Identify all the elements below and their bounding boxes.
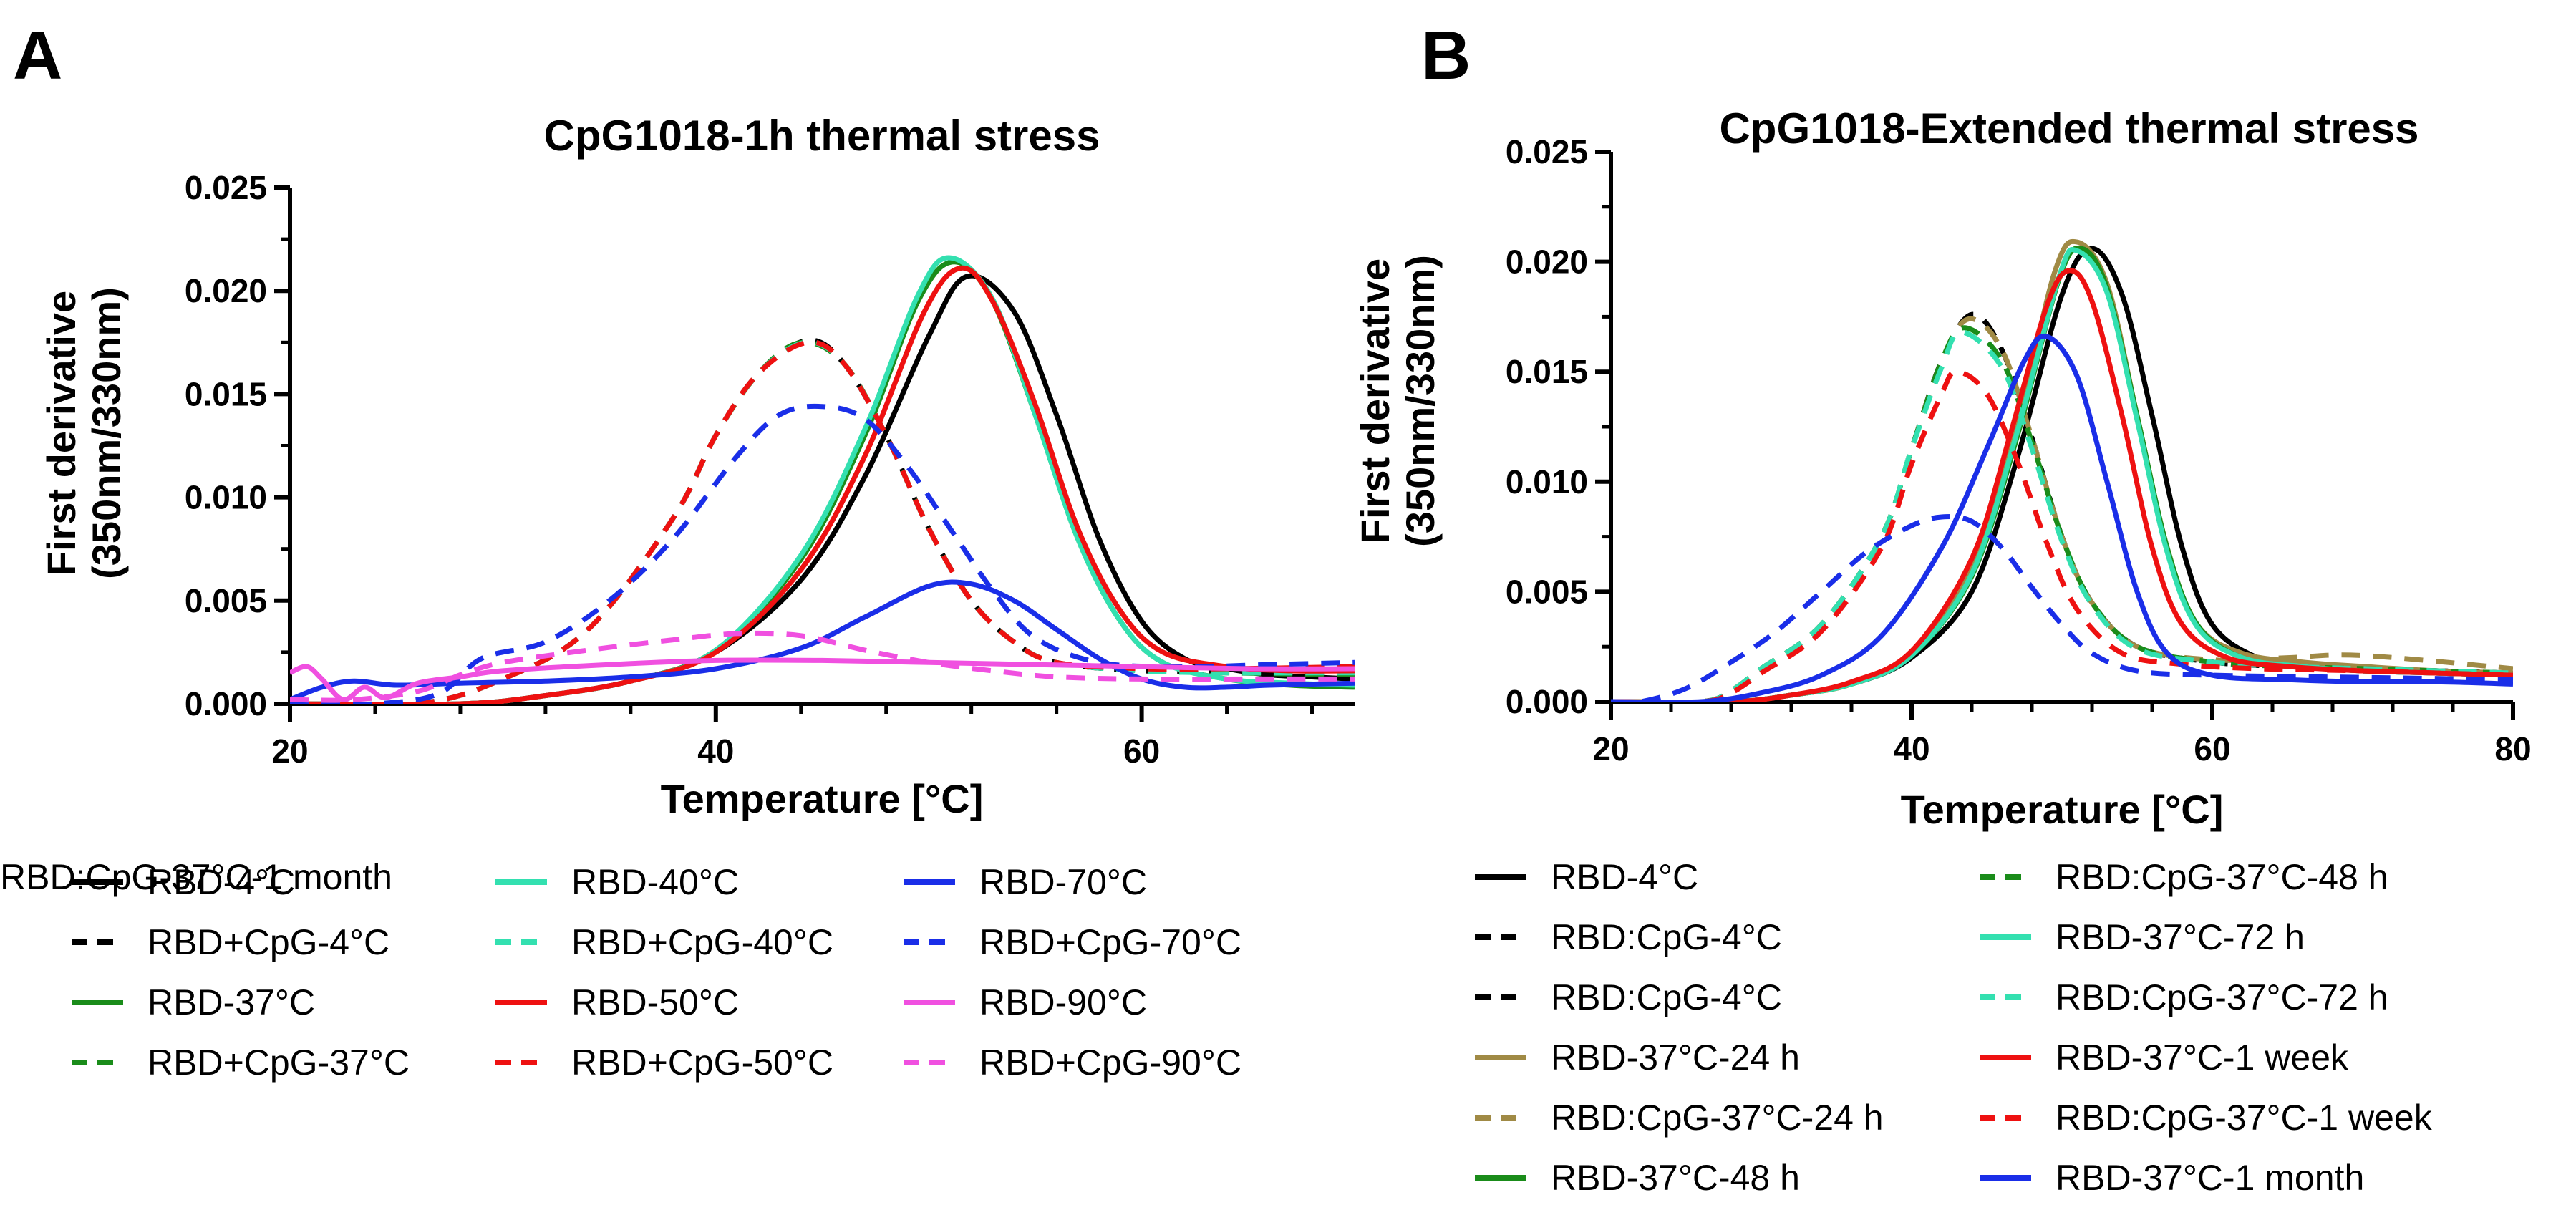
legend-label: RBD+CpG-70°C <box>979 922 1241 962</box>
chart-a-ticks: 0.000 0.005 0.010 0.015 0.020 0.025 20 40 60 <box>185 169 1355 770</box>
series-line-1-7 <box>1611 247 2513 702</box>
series-line-1-9 <box>1611 268 2513 702</box>
chart-b-ylabel-line2: (350nm/330nm) <box>1398 255 1443 547</box>
legend-label: RBD-37°C-72 h <box>2056 917 2305 957</box>
legend-label: RBD:CpG-37°C-1 week <box>2056 1098 2433 1138</box>
series-line-0-6 <box>290 265 1355 704</box>
legend-label: RBD-4°C <box>147 862 295 902</box>
legend-label: RBD+CpG-40°C <box>571 922 833 962</box>
y-tick-label: 0.020 <box>185 272 267 309</box>
legend-label: RBD-37°C-1 week <box>2056 1037 2349 1078</box>
series-line-1-1 <box>1611 311 2513 702</box>
chart-a-ylabel-line2: (350nm/330nm) <box>84 287 129 579</box>
legend-label: RBD:CpG-37°C-48 h <box>2056 857 2388 897</box>
series-line-1-8 <box>1611 329 2513 702</box>
legend-label: RBD+CpG-90°C <box>979 1042 1241 1083</box>
legend-label: RBD-90°C <box>979 982 1147 1022</box>
series-line-0-11 <box>290 630 1355 703</box>
chart-a-title: CpG1018-1h thermal stress <box>543 112 1100 160</box>
chart-b-ylabel-line1: First derivative <box>1352 258 1398 543</box>
x-tick-label: 20 <box>271 732 308 770</box>
y-tick-label: 0.015 <box>185 375 267 412</box>
x-tick-label: 40 <box>1893 730 1929 768</box>
chart-b: CpG1018-Extended thermal stress First de… <box>0 105 2532 1198</box>
legend-label: RBD:CpG-37°C-24 h <box>1551 1098 1884 1138</box>
y-tick-label: 0.005 <box>185 582 267 619</box>
legend-label: RBD-37°C-1 month <box>2056 1158 2364 1198</box>
chart-b-series <box>1611 238 2513 702</box>
series-line-1-2 <box>1611 311 2513 702</box>
series-line-1-4 <box>1611 316 2513 702</box>
legend-label: RBD-4°C <box>1551 857 1698 897</box>
legend-label: RBD+CpG-50°C <box>571 1042 833 1083</box>
series-line-0-10 <box>290 657 1355 702</box>
legend-label: RBD-37°C <box>147 982 315 1022</box>
series-line-0-9 <box>290 403 1355 704</box>
legend-label: RBD-40°C <box>571 862 739 902</box>
panel-letter-b: B <box>1421 17 1471 94</box>
y-tick-label: 0.015 <box>1506 353 1588 390</box>
legend-label: RBD+CpG-4°C <box>147 922 389 962</box>
chart-a-xlabel: Temperature [°C] <box>661 776 984 821</box>
series-line-1-3 <box>1611 238 2513 702</box>
series-line-1-12 <box>1611 513 2513 702</box>
y-tick-label: 0.010 <box>1506 463 1588 500</box>
series-line-1-11 <box>1611 333 2513 702</box>
x-tick-label: 40 <box>697 732 734 770</box>
panel-letter-a: A <box>13 17 62 94</box>
legend-label: RBD-37°C-24 h <box>1551 1037 1800 1078</box>
x-tick-label: 20 <box>1592 730 1629 768</box>
series-line-1-10 <box>1611 369 2513 702</box>
series-line-1-5 <box>1611 246 2513 702</box>
y-tick-label: 0.025 <box>185 169 267 206</box>
chart-b-xlabel: Temperature [°C] <box>1901 787 2224 832</box>
legend-label: RBD:CpG-37°C-1 month <box>0 857 392 897</box>
y-tick-label: 0.005 <box>1506 573 1588 610</box>
chart-a: CpG1018-1h thermal stress First derivati… <box>39 112 1355 1083</box>
legend-label: RBD:CpG-4°C <box>1551 977 1782 1017</box>
y-tick-label: 0.010 <box>185 479 267 516</box>
chart-b-ticks: 0.000 0.005 0.010 0.015 0.020 0.025 20 40 60 80 <box>1506 133 2532 768</box>
series-line-0-8 <box>290 579 1355 702</box>
x-tick-label: 60 <box>2194 730 2230 768</box>
y-tick-label: 0.000 <box>1506 683 1588 720</box>
y-tick-label: 0.020 <box>1506 243 1588 281</box>
chart-a-series <box>290 255 1355 704</box>
series-line-1-0 <box>1611 246 2513 702</box>
y-tick-label: 0.000 <box>185 685 267 722</box>
chart-a-ylabel-line1: First derivative <box>39 291 84 576</box>
x-tick-label: 60 <box>1123 732 1160 770</box>
chart-b-legend: RBD-4°C RBD:CpG-4°C RBD:CpG-4°C RBD-37°C-24… <box>0 857 2433 1198</box>
legend-label: RBD:CpG-37°C-72 h <box>2056 977 2388 1017</box>
legend-label: RBD-70°C <box>979 862 1147 902</box>
legend-label: RBD+CpG-37°C <box>147 1042 410 1083</box>
chart-b-title: CpG1018-Extended thermal stress <box>1719 105 2418 153</box>
series-line-1-6 <box>1611 325 2513 702</box>
legend-label: RBD:CpG-4°C <box>1551 917 1782 957</box>
y-tick-label: 0.025 <box>1506 133 1588 170</box>
legend-label: RBD-37°C-48 h <box>1551 1158 1800 1198</box>
legend-label: RBD-50°C <box>571 982 739 1022</box>
x-tick-label: 80 <box>2494 730 2531 768</box>
chart-a-legend: RBD-4°C RBD+CpG-4°C RBD-37°C RBD+CpG-37°C RB… <box>72 862 1241 1083</box>
